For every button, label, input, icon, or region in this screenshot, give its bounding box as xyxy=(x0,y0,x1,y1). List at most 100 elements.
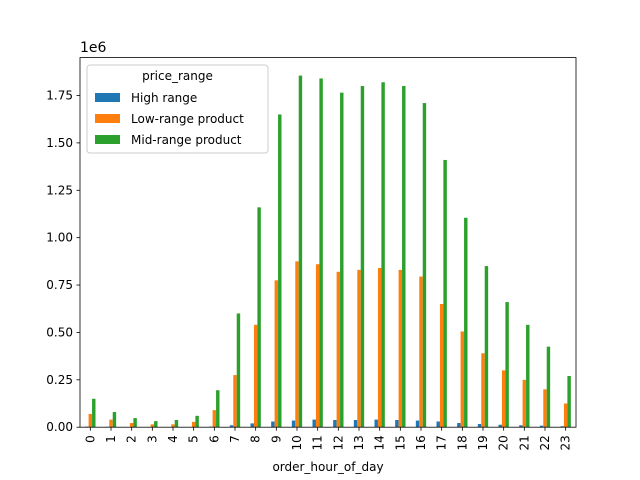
bar-mid-range-product-23 xyxy=(567,376,571,428)
bar-low-range-product-14 xyxy=(377,267,382,428)
x-tick-label: 2 xyxy=(125,435,139,443)
bar-low-range-product-9 xyxy=(274,280,279,428)
bar-mid-range-product-15 xyxy=(402,86,406,428)
bar-low-range-product-1 xyxy=(109,419,113,428)
x-tick-label: 11 xyxy=(311,435,325,450)
bar-low-range-product-3 xyxy=(150,424,155,428)
bar-low-range-product-17 xyxy=(439,304,444,428)
bar-mid-range-product-13 xyxy=(360,86,365,428)
y-axis: 0.00 0.25 0.50 0.75 1.00 1.25 1.50 1.75 xyxy=(46,89,80,434)
y-tick-label: 1.75 xyxy=(46,89,73,103)
bar-high-range-23 xyxy=(560,426,564,428)
bar-high-range-7 xyxy=(229,425,234,428)
bar-low-range-product-13 xyxy=(357,269,361,428)
legend-swatch xyxy=(95,135,120,144)
bar-mid-range-product-17 xyxy=(443,159,447,428)
x-tick-label: 5 xyxy=(187,435,201,443)
x-tick-label: 4 xyxy=(166,435,180,443)
bar-mid-range-product-19 xyxy=(484,266,489,428)
bar-high-range-14 xyxy=(374,419,378,428)
bar-mid-range-product-11 xyxy=(319,78,323,428)
y-tick-label: 1.25 xyxy=(46,183,73,197)
x-tick-label: 19 xyxy=(476,435,490,450)
x-axis: 0 1 2 3 4 5 6 7 8 9 10 11 12 13 14 15 16 17 18 19 20 21 22 23 xyxy=(83,427,573,450)
bar-high-range-9 xyxy=(271,421,275,428)
x-tick-label: 0 xyxy=(83,435,97,443)
bar-low-range-product-5 xyxy=(191,421,196,428)
legend-swatch xyxy=(95,114,120,123)
bar-mid-range-product-7 xyxy=(236,313,241,428)
x-tick-label: 20 xyxy=(497,435,511,450)
bar-high-range-22 xyxy=(539,425,544,428)
bar-mid-range-product-10 xyxy=(298,75,303,428)
bar-low-range-product-12 xyxy=(336,271,341,428)
bar-mid-range-product-9 xyxy=(278,114,282,428)
y-tick-label: 1.50 xyxy=(46,136,73,150)
x-tick-label: 22 xyxy=(538,435,552,450)
bar-mid-range-product-3 xyxy=(154,421,158,428)
bar-low-range-product-6 xyxy=(212,410,217,428)
bar-low-range-product-11 xyxy=(315,264,320,428)
x-tick-label: 16 xyxy=(414,435,428,450)
x-tick-label: 10 xyxy=(290,435,304,450)
x-tick-label: 7 xyxy=(228,435,242,443)
y-tick-label: 1.00 xyxy=(46,231,73,245)
bar-low-range-product-16 xyxy=(419,276,423,428)
bar-mid-range-product-22 xyxy=(546,346,551,428)
bar-high-range-15 xyxy=(395,420,399,428)
x-tick-label: 3 xyxy=(145,435,159,443)
bar-mid-range-product-20 xyxy=(505,302,509,428)
x-tick-label: 23 xyxy=(559,435,573,450)
bar-high-range-20 xyxy=(498,424,502,428)
bar-low-range-product-20 xyxy=(501,370,506,428)
x-tick-label: 9 xyxy=(269,435,283,443)
bar-mid-range-product-2 xyxy=(133,418,137,428)
bar-high-range-19 xyxy=(477,423,482,428)
y-tick-label: 0.50 xyxy=(46,325,73,339)
axes-frame xyxy=(79,57,577,428)
legend: price_range High range Low-range product M… xyxy=(86,64,269,154)
bar-mid-range-product-4 xyxy=(174,420,179,428)
bar-low-range-product-2 xyxy=(129,423,134,428)
bar-high-range-10 xyxy=(291,420,296,428)
y-tick-label: 0.75 xyxy=(46,278,73,292)
bar-low-range-product-4 xyxy=(171,424,175,428)
bar-mid-range-product-0 xyxy=(92,398,96,428)
legend-label: Mid-range product xyxy=(131,133,242,147)
bar-mid-range-product-6 xyxy=(216,390,220,428)
bar-low-range-product-22 xyxy=(543,389,547,428)
legend-box xyxy=(86,64,269,154)
legend-swatch xyxy=(95,93,120,102)
y-axis-offset-label: 1e6 xyxy=(80,40,107,56)
bar-high-range-17 xyxy=(436,421,440,428)
bar-low-range-product-10 xyxy=(295,261,299,428)
bar-mid-range-product-21 xyxy=(526,324,530,428)
bar-mid-range-product-8 xyxy=(257,207,261,428)
bar-mid-range-product-5 xyxy=(195,415,199,428)
bar-mid-range-product-18 xyxy=(464,217,468,428)
bar-low-range-product-23 xyxy=(563,403,568,428)
bar-high-range-18 xyxy=(457,423,461,428)
bar-high-range-11 xyxy=(312,419,316,428)
x-tick-label: 14 xyxy=(373,435,387,450)
x-tick-label: 15 xyxy=(393,435,407,450)
bar-high-range-21 xyxy=(519,425,523,428)
x-tick-label: 21 xyxy=(517,435,531,450)
x-tick-label: 13 xyxy=(352,435,366,450)
bar-high-range-13 xyxy=(353,420,358,428)
bars-layer xyxy=(85,75,571,428)
bar-low-range-product-0 xyxy=(88,413,93,428)
bar-mid-range-product-14 xyxy=(381,82,385,428)
bar-mid-range-product-16 xyxy=(422,103,427,428)
legend-label: Low-range product xyxy=(131,112,244,126)
bar-high-range-16 xyxy=(415,420,420,428)
bar-high-range-8 xyxy=(250,423,254,428)
bar-high-range-12 xyxy=(333,420,337,428)
x-tick-label: 17 xyxy=(435,435,449,450)
bar-low-range-product-18 xyxy=(460,331,465,428)
legend-title: price_range xyxy=(142,69,213,83)
x-tick-label: 8 xyxy=(249,435,263,443)
bar-low-range-product-7 xyxy=(233,375,237,428)
x-tick-label: 6 xyxy=(207,435,221,443)
